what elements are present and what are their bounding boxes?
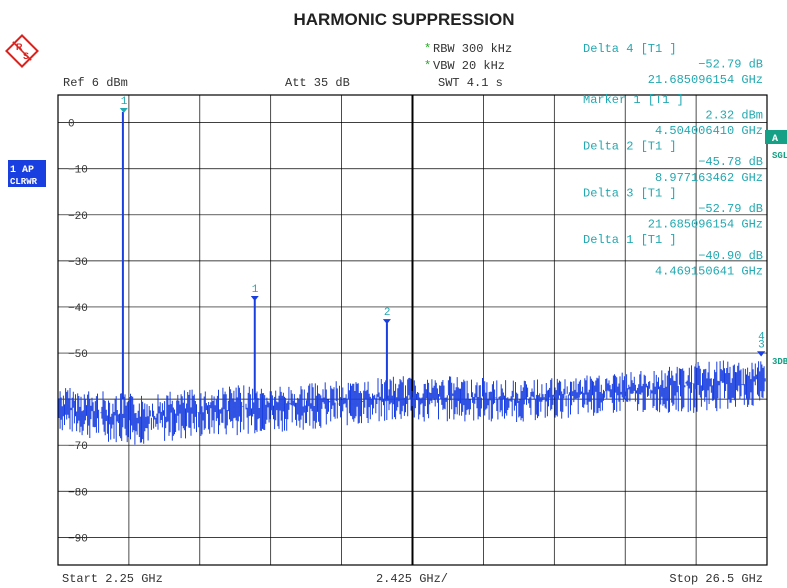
- marker-label: 3: [758, 339, 765, 351]
- readout-value: −52.79 dB: [698, 58, 763, 72]
- marker-label: 4: [758, 331, 765, 343]
- readout-heading: Delta 4 [T1 ]: [583, 42, 677, 56]
- y-tick-label: 0: [68, 119, 75, 131]
- y-tick-label: −70: [68, 441, 88, 453]
- start-frequency: Start 2.25 GHz: [62, 572, 163, 586]
- right-badge-a-label: A: [772, 134, 778, 145]
- readout-value: 4.469150641 GHz: [655, 264, 763, 278]
- readout-value: 21.685096154 GHz: [648, 218, 763, 232]
- readout-heading: Delta 1 [T1 ]: [583, 233, 677, 247]
- spectrum-trace: [58, 112, 766, 445]
- right-badge-a: [765, 130, 787, 144]
- rbw-setting: RBW 300 kHz: [433, 42, 512, 56]
- y-tick-label: −50: [68, 349, 88, 361]
- svg-text:R: R: [16, 42, 23, 52]
- readout-value: 21.685096154 GHz: [648, 73, 763, 87]
- rbw-star: *: [424, 42, 431, 56]
- readout-value: −45.78 dB: [698, 155, 763, 169]
- readout-value: 8.977163462 GHz: [655, 171, 763, 185]
- marker-layer: 1 1 2 34: [119, 96, 766, 357]
- sweep-time: SWT 4.1 s: [438, 76, 503, 90]
- readout-value: −40.90 dB: [698, 249, 763, 263]
- readout-heading: Delta 3 [T1 ]: [583, 186, 677, 200]
- chart-title: HARMONIC SUPPRESSION: [293, 10, 514, 29]
- readout-value: 4.504006410 GHz: [655, 124, 763, 138]
- attenuation: Att 35 dB: [285, 76, 350, 90]
- stop-frequency: Stop 26.5 GHz: [669, 572, 763, 586]
- readout-heading: Delta 2 [T1 ]: [583, 140, 677, 154]
- readout-value: −52.79 dB: [698, 202, 763, 216]
- y-tick-label: −30: [68, 257, 88, 269]
- right-badge-3db: 3DB: [772, 357, 787, 367]
- marker-label: 1: [121, 96, 128, 108]
- span-per-division: 2.425 GHz/: [376, 572, 448, 586]
- vbw-setting: VBW 20 kHz: [433, 59, 505, 73]
- right-badge-sgl: SGL: [772, 151, 787, 161]
- rs-logo: R S: [5, 34, 39, 68]
- y-tick-label: −40: [68, 303, 88, 315]
- svg-text:S: S: [23, 51, 29, 61]
- noise-floor-trace: [58, 360, 766, 445]
- marker-triangle: [119, 107, 128, 113]
- trace-badge: [8, 160, 46, 187]
- y-tick-label: −90: [68, 533, 88, 545]
- y-tick-labels: 0 −10 −20 −30 −40 −50 −70 −80 −90: [68, 119, 88, 546]
- ref-level: Ref 6 dBm: [63, 76, 128, 90]
- y-tick-label: −20: [68, 211, 88, 223]
- vbw-star: *: [424, 59, 431, 73]
- readout-heading: Marker 1 [T1 ]: [583, 93, 684, 107]
- marker-triangle: [757, 351, 766, 357]
- grid: [58, 95, 767, 565]
- marker-triangle: [250, 296, 259, 302]
- marker-label: 1: [252, 284, 259, 296]
- readout-value: 2.32 dBm: [705, 108, 763, 122]
- y-tick-label: −80: [68, 487, 88, 499]
- y-tick-label: −10: [68, 165, 88, 177]
- marker-triangle: [382, 319, 391, 325]
- trace-mode-label: 1 AP: [10, 165, 34, 176]
- trace-detector-label: CLRWR: [10, 177, 38, 187]
- marker-label: 2: [384, 307, 391, 319]
